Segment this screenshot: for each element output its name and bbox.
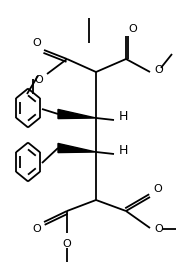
- Text: O: O: [155, 65, 163, 75]
- Text: O: O: [63, 239, 71, 249]
- Text: O: O: [155, 224, 163, 234]
- Text: O: O: [154, 184, 162, 194]
- Polygon shape: [58, 143, 96, 153]
- Polygon shape: [58, 109, 96, 119]
- Text: H: H: [118, 110, 128, 123]
- Text: O: O: [35, 75, 43, 85]
- Text: O: O: [33, 224, 41, 234]
- Text: H: H: [118, 144, 128, 157]
- Text: O: O: [33, 38, 41, 48]
- Text: O: O: [129, 24, 137, 34]
